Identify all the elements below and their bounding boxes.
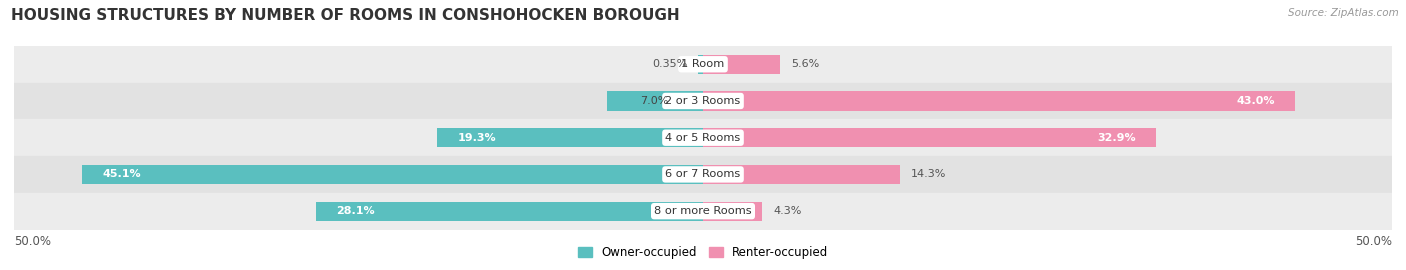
Bar	[703, 92, 1295, 110]
Text: 28.1%: 28.1%	[336, 206, 375, 216]
Bar	[14, 46, 1392, 83]
Text: 19.3%: 19.3%	[458, 133, 496, 143]
Bar	[14, 83, 1392, 119]
Text: HOUSING STRUCTURES BY NUMBER OF ROOMS IN CONSHOHOCKEN BOROUGH: HOUSING STRUCTURES BY NUMBER OF ROOMS IN…	[11, 8, 681, 23]
Text: 7.0%: 7.0%	[641, 96, 669, 106]
Bar	[14, 156, 1392, 193]
Text: 43.0%: 43.0%	[1236, 96, 1275, 106]
Bar	[437, 128, 703, 147]
Text: 45.1%: 45.1%	[103, 169, 141, 180]
Bar	[703, 202, 762, 221]
Text: 32.9%: 32.9%	[1097, 133, 1136, 143]
Text: 14.3%: 14.3%	[911, 169, 946, 180]
Bar	[14, 119, 1392, 156]
Text: 5.6%: 5.6%	[792, 59, 820, 69]
Bar	[699, 55, 703, 74]
Legend: Owner-occupied, Renter-occupied: Owner-occupied, Renter-occupied	[572, 242, 834, 264]
Text: 4.3%: 4.3%	[773, 206, 801, 216]
Bar	[703, 165, 900, 184]
Text: 0.35%: 0.35%	[652, 59, 688, 69]
Bar	[703, 128, 1156, 147]
Bar	[14, 193, 1392, 230]
Bar	[82, 165, 703, 184]
Text: 6 or 7 Rooms: 6 or 7 Rooms	[665, 169, 741, 180]
Text: 2 or 3 Rooms: 2 or 3 Rooms	[665, 96, 741, 106]
Text: Source: ZipAtlas.com: Source: ZipAtlas.com	[1288, 8, 1399, 18]
Bar	[606, 92, 703, 110]
Text: 50.0%: 50.0%	[14, 235, 51, 248]
Text: 4 or 5 Rooms: 4 or 5 Rooms	[665, 133, 741, 143]
Bar	[703, 55, 780, 74]
Text: 50.0%: 50.0%	[1355, 235, 1392, 248]
Bar	[316, 202, 703, 221]
Text: 8 or more Rooms: 8 or more Rooms	[654, 206, 752, 216]
Text: 1 Room: 1 Room	[682, 59, 724, 69]
